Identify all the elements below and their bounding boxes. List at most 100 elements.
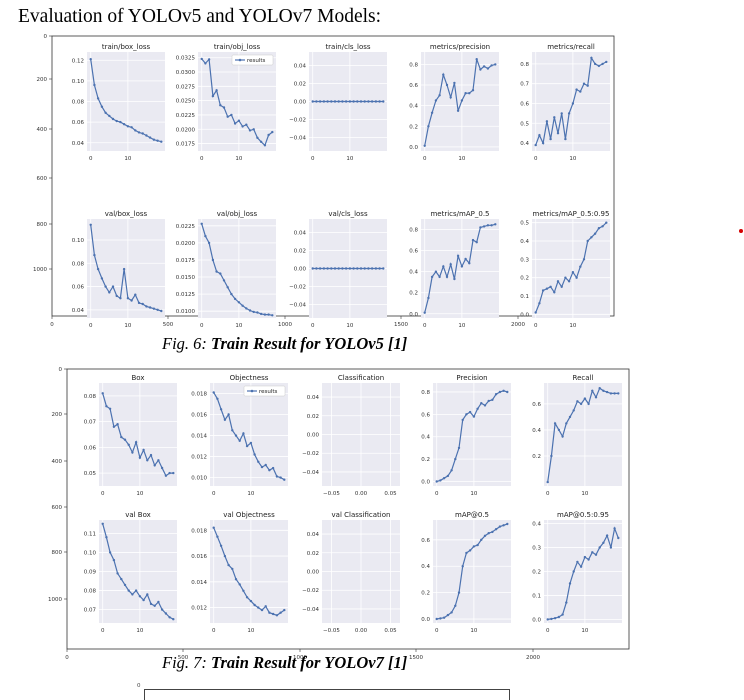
data-point bbox=[212, 526, 215, 529]
next-figure-frame bbox=[144, 689, 510, 700]
data-point bbox=[561, 435, 564, 438]
data-point bbox=[326, 267, 329, 270]
data-point bbox=[211, 258, 215, 262]
data-point bbox=[256, 311, 259, 314]
subplot-title: metrics/recall bbox=[547, 43, 595, 51]
outer-x-tick-label: 500 bbox=[178, 655, 189, 661]
data-point bbox=[579, 90, 582, 93]
x-tick-label: 0 bbox=[423, 156, 427, 162]
data-point bbox=[101, 522, 104, 525]
data-point bbox=[311, 267, 314, 270]
data-point bbox=[238, 583, 241, 586]
y-tick-label: −0.04 bbox=[289, 303, 306, 309]
y-tick-label: 0.4 bbox=[409, 104, 418, 110]
data-point bbox=[439, 617, 442, 620]
data-point bbox=[222, 106, 226, 109]
data-point bbox=[341, 267, 344, 270]
x-tick-label: 0 bbox=[546, 628, 550, 634]
plot-area bbox=[433, 520, 511, 623]
data-point bbox=[215, 89, 218, 92]
outer-x-tick-label: 2000 bbox=[511, 322, 525, 328]
data-point bbox=[494, 528, 498, 531]
data-point bbox=[594, 396, 598, 399]
outer-y-tick-label: 400 bbox=[52, 459, 63, 465]
y-tick-label: 0.08 bbox=[72, 261, 85, 267]
data-point bbox=[435, 480, 438, 483]
data-point bbox=[583, 555, 587, 559]
data-point bbox=[560, 112, 563, 115]
x-tick-label: 10 bbox=[470, 491, 477, 497]
data-point bbox=[231, 429, 234, 432]
y-tick-label: 0.6 bbox=[409, 249, 418, 255]
data-point bbox=[438, 275, 441, 279]
plot-area bbox=[198, 219, 276, 318]
data-point bbox=[164, 474, 168, 477]
data-point bbox=[550, 454, 553, 458]
y-tick-label: 0.05 bbox=[84, 471, 97, 477]
data-point bbox=[131, 451, 134, 454]
y-tick-label: 0.0 bbox=[520, 312, 529, 318]
x-tick-label: 0 bbox=[423, 323, 427, 329]
data-point bbox=[315, 267, 318, 270]
data-point bbox=[460, 99, 464, 102]
data-point bbox=[378, 267, 381, 270]
data-point bbox=[602, 541, 605, 544]
data-point bbox=[617, 536, 620, 540]
y-tick-label: 0.3 bbox=[532, 546, 541, 552]
plot-area bbox=[544, 383, 622, 486]
data-point bbox=[449, 263, 452, 266]
data-point bbox=[122, 123, 126, 126]
data-point bbox=[105, 405, 108, 408]
data-point bbox=[219, 272, 222, 275]
data-point bbox=[586, 239, 589, 243]
data-point bbox=[245, 596, 249, 599]
data-point bbox=[120, 435, 123, 439]
data-point bbox=[613, 527, 616, 530]
data-point bbox=[465, 413, 468, 416]
data-point bbox=[242, 432, 245, 435]
data-point bbox=[490, 64, 493, 67]
data-point bbox=[153, 604, 156, 607]
data-point bbox=[120, 577, 123, 581]
y-tick-label: 0.016 bbox=[191, 413, 207, 419]
data-point bbox=[283, 478, 286, 481]
data-point bbox=[442, 477, 446, 480]
y-tick-label: 0.00 bbox=[307, 433, 320, 439]
y-tick-label: 0.10 bbox=[84, 550, 97, 556]
x-tick-label: 0 bbox=[101, 491, 105, 497]
data-point bbox=[590, 236, 593, 239]
caption-title: Train Result for YOLOv5 [1] bbox=[211, 334, 408, 353]
data-point bbox=[219, 408, 223, 411]
data-point bbox=[591, 389, 594, 392]
data-point bbox=[487, 532, 490, 535]
legend-marker bbox=[238, 58, 242, 62]
data-point bbox=[233, 122, 237, 125]
data-point bbox=[460, 265, 464, 268]
x-tick-label: 10 bbox=[581, 491, 588, 497]
y-tick-label: −0.04 bbox=[302, 470, 319, 476]
data-point bbox=[263, 144, 267, 147]
data-point bbox=[216, 397, 219, 400]
y-tick-label: 0.4 bbox=[532, 522, 541, 528]
subplot-title: Objectness bbox=[230, 374, 269, 382]
data-point bbox=[219, 104, 222, 107]
data-point bbox=[453, 81, 456, 85]
data-point bbox=[479, 226, 482, 229]
y-tick-label: 0.4 bbox=[532, 428, 541, 434]
data-point bbox=[260, 465, 264, 469]
data-point bbox=[223, 418, 227, 421]
outer-y-tick-label: 800 bbox=[52, 550, 63, 556]
data-point bbox=[260, 608, 264, 612]
outer-y-tick-label: 200 bbox=[52, 412, 63, 418]
data-point bbox=[252, 310, 255, 314]
subplot-metrics-precision: metrics/precision 0.8 0.6 0.4 0.2 0.0 0 10 bbox=[409, 43, 499, 162]
data-point bbox=[549, 137, 552, 141]
data-point bbox=[126, 297, 130, 300]
plot-area bbox=[210, 520, 288, 623]
y-tick-label: 0.08 bbox=[84, 394, 97, 400]
data-point bbox=[359, 267, 363, 270]
x-tick-label: 10 bbox=[235, 323, 242, 329]
data-point bbox=[108, 551, 112, 554]
y-tick-label: 0.0 bbox=[421, 480, 430, 486]
data-point bbox=[567, 280, 571, 283]
